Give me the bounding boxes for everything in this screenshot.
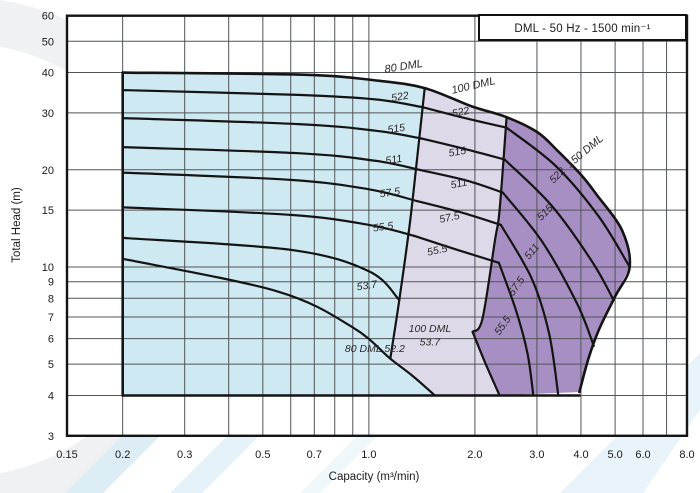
label-55-5: 55.5 [372, 220, 394, 235]
region-80-dml [122, 72, 435, 396]
y-tick-labels: 60 50 40 30 20 15 10 9 8 7 6 5 4 3 [42, 11, 54, 443]
label-55-5: 55.5 [426, 243, 449, 259]
x-tick-0.5: 0.5 [255, 449, 270, 461]
y-tick-3: 3 [48, 431, 54, 443]
label-80-dml: 80 DML [384, 58, 424, 76]
y-tick-8: 8 [48, 293, 54, 305]
curve-80-dml-511 [121, 146, 421, 171]
x-tick-0.2: 0.2 [115, 449, 130, 461]
y-axis-title: Total Head (m) [11, 187, 23, 263]
label-53-7: 53.7 [420, 336, 442, 348]
plot-border [65, 14, 689, 438]
label-57-5: 57.5 [379, 186, 401, 201]
y-tick-15: 15 [42, 205, 54, 217]
y-tick-10: 10 [42, 262, 54, 274]
curve-100-dml-522 [422, 106, 508, 129]
label-511: 511 [450, 176, 469, 191]
outline-boundary-100-150 [471, 116, 508, 333]
y-tick-40: 40 [42, 68, 54, 80]
performance-curves [121, 71, 632, 397]
y-tick-9: 9 [48, 277, 54, 289]
chart-title-box: DML - 50 Hz - 1500 min⁻¹ [478, 14, 687, 41]
y-tick-6: 6 [48, 334, 54, 346]
x-tick-5.0: 5.0 [607, 449, 622, 461]
curve-100-dml-515 [420, 137, 506, 161]
y-tick-30: 30 [42, 108, 54, 120]
x-tick-3.0: 3.0 [529, 449, 544, 461]
label-57-5: 57.5 [438, 210, 461, 226]
curve-80-dml-515 [121, 117, 423, 140]
curve-100-dml-511 [418, 168, 504, 194]
x-tick-labels: 0.15 0.2 0.3 0.5 0.7 1.0 2.0 3.0 4.0 5.0 6.0 8.0 [56, 449, 694, 461]
curve-150-dml-511 [501, 191, 595, 347]
curve-150-dml-57.5 [499, 223, 560, 397]
x-tick-2.0: 2.0 [467, 449, 482, 461]
outline-runout-100-537 [471, 330, 501, 397]
x-tick-0.15: 0.15 [56, 449, 77, 461]
y-tick-60: 60 [42, 11, 54, 23]
region-100-dml [390, 88, 507, 396]
curve-100-dml-55.5 [412, 234, 500, 264]
x-tick-0.3: 0.3 [177, 449, 192, 461]
curve-80-dml-55.5 [121, 206, 415, 237]
x-tick-8.0: 8.0 [679, 449, 694, 461]
curve-150-dml-515 [503, 158, 615, 302]
curve-80-dml-57.5 [121, 171, 419, 203]
y-tick-4: 4 [48, 391, 54, 403]
label-100-dml: 100 DML [409, 323, 452, 335]
y-tick-20: 20 [42, 165, 54, 177]
curve-100-dml-57.5 [415, 200, 502, 226]
chart-title: DML - 50 Hz - 1500 min⁻¹ [514, 22, 651, 35]
curve-150-dml-55.5 [497, 261, 535, 397]
outline-envelope [121, 71, 632, 394]
outline-boundary-80-100 [389, 87, 426, 360]
label-522: 522 [451, 105, 471, 120]
curve-80-dml-52.2 [121, 257, 436, 397]
x-tick-1.0: 1.0 [361, 449, 376, 461]
curve-150-dml-522 [505, 126, 631, 269]
label-511: 511 [385, 153, 403, 167]
y-tick-50: 50 [42, 36, 54, 48]
y-tick-5: 5 [48, 359, 54, 371]
label-515: 515 [387, 122, 406, 137]
label-53-7: 53.7 [356, 278, 379, 293]
curve-80-dml-53.7 [121, 236, 401, 302]
curve-80-dml-522 [121, 89, 425, 109]
x-tick-6.0: 6.0 [635, 449, 650, 461]
x-tick-0.7: 0.7 [307, 449, 322, 461]
x-tick-4.0: 4.0 [573, 449, 588, 461]
y-tick-7: 7 [48, 312, 54, 324]
label-522: 522 [390, 90, 409, 105]
label-515: 515 [448, 145, 467, 160]
x-axis-title: Capacity (m³/min) [328, 471, 420, 483]
label-80-dml-52-2: 80 DML 52.2 [345, 343, 405, 355]
